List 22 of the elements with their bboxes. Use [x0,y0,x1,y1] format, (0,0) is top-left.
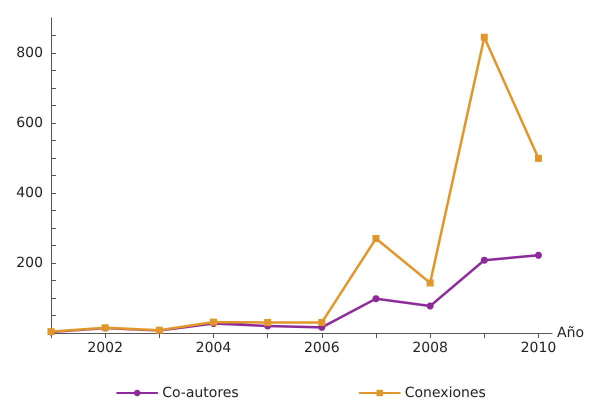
y-tick-label: 200 [16,255,43,271]
legend-label: Co-autores [162,385,239,401]
legend-label: Conexiones [404,385,486,401]
x-tick-label: 2008 [412,340,448,356]
y-tick-label: 800 [16,45,43,61]
point [480,256,488,264]
point [372,235,380,242]
point [318,319,326,326]
point [534,252,542,259]
point [264,319,272,326]
x-tick-label: 2002 [87,340,123,356]
x-tick-label: 2010 [520,340,556,356]
x-tick-label: 2004 [196,340,232,356]
x-axis-title: Año [557,325,584,341]
point [372,295,380,302]
point [534,154,542,162]
point [426,279,434,286]
point [480,34,488,41]
y-tick-label: 400 [16,185,43,201]
x-tick-label: 2006 [304,340,340,356]
point [426,302,434,310]
y-tick-label: 600 [16,115,43,131]
